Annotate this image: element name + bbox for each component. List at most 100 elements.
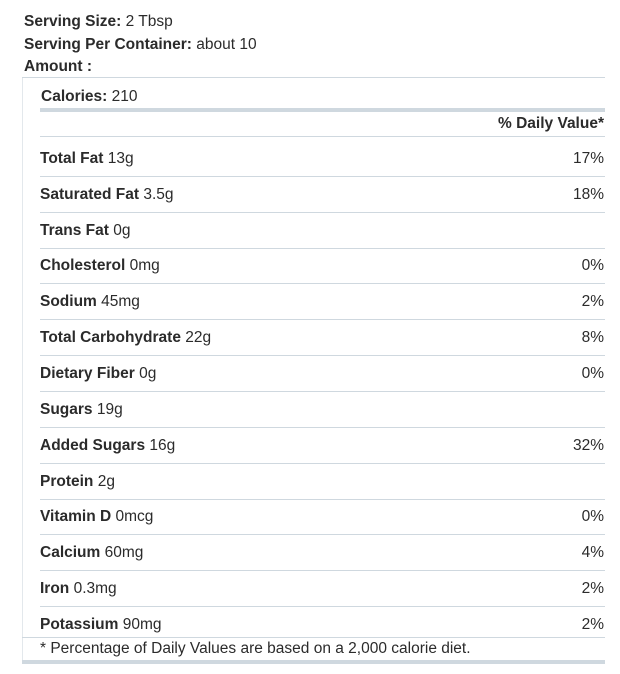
nutrient-name-line: Cholesterol 0mg <box>40 256 160 276</box>
nutrient-row: Saturated Fat 3.5g 18% <box>40 185 604 205</box>
nutrient-name: Dietary Fiber <box>40 365 135 382</box>
nutrient-name-line: Added Sugars 16g <box>40 436 175 456</box>
daily-value-header-row: % Daily Value* <box>40 114 604 134</box>
row-divider <box>40 499 605 500</box>
amount-line: Amount : <box>24 57 92 77</box>
row-divider <box>40 391 605 392</box>
nutrient-row: Cholesterol 0mg 0% <box>40 256 604 276</box>
nutrient-name: Protein <box>40 473 94 490</box>
nutrient-row: Protein 2g <box>40 472 604 492</box>
nutrient-row: Sodium 45mg 2% <box>40 292 604 312</box>
table-left-border <box>22 78 23 662</box>
row-divider <box>40 570 605 571</box>
nutrient-name: Trans Fat <box>40 222 109 239</box>
nutrient-name: Iron <box>40 580 70 597</box>
nutrient-daily-value: 18% <box>572 186 604 203</box>
nutrient-amount: 3.5g <box>143 186 174 203</box>
dv-header-divider <box>40 136 605 137</box>
nutrient-amount: 19g <box>96 401 123 418</box>
calories-value: 210 <box>111 88 138 105</box>
nutrient-row: Added Sugars 16g 32% <box>40 436 604 456</box>
footnote-divider <box>22 637 605 638</box>
nutrient-name-line: Dietary Fiber 0g <box>40 364 156 384</box>
servings-label: Serving Per Container: <box>24 36 192 53</box>
nutrient-amount: 0mcg <box>115 508 154 525</box>
header-divider <box>22 77 605 78</box>
nutrient-row: Calcium 60mg 4% <box>40 543 604 563</box>
nutrient-name-line: Sodium 45mg <box>40 292 140 312</box>
nutrient-daily-value: 8% <box>581 329 604 346</box>
amount-label: Amount : <box>24 58 93 75</box>
nutrient-name: Total Fat <box>40 150 104 167</box>
nutrient-amount: 0.3mg <box>73 580 117 597</box>
nutrient-amount: 16g <box>149 437 176 454</box>
row-divider <box>40 427 605 428</box>
nutrient-name: Potassium <box>40 616 119 633</box>
nutrient-daily-value: 2% <box>581 616 604 633</box>
nutrient-amount: 22g <box>185 329 212 346</box>
nutrient-amount: 0g <box>139 365 157 382</box>
nutrient-daily-value: 0% <box>581 257 604 274</box>
daily-value-header: % Daily Value* <box>498 115 604 132</box>
nutrient-name-line: Total Carbohydrate 22g <box>40 328 211 348</box>
nutrient-daily-value: 4% <box>581 544 604 561</box>
servings-value: about 10 <box>196 36 257 53</box>
row-divider <box>40 176 605 177</box>
nutrient-name-line: Potassium 90mg <box>40 615 161 635</box>
nutrient-amount: 13g <box>107 150 134 167</box>
nutrient-name-line: Protein 2g <box>40 472 115 492</box>
nutrient-amount: 60mg <box>104 544 144 561</box>
nutrient-name-line: Saturated Fat 3.5g <box>40 185 174 205</box>
row-divider <box>40 534 605 535</box>
nutrient-daily-value: 17% <box>572 150 604 167</box>
nutrient-name-line: Trans Fat 0g <box>40 221 130 241</box>
bottom-divider <box>22 660 605 664</box>
nutrient-name: Vitamin D <box>40 508 112 525</box>
nutrient-daily-value: 0% <box>581 508 604 525</box>
nutrient-name: Calcium <box>40 544 101 561</box>
serving-size-value: 2 Tbsp <box>125 13 173 30</box>
nutrient-name: Saturated Fat <box>40 186 140 203</box>
nutrient-name: Sodium <box>40 293 97 310</box>
nutrient-amount: 45mg <box>101 293 140 310</box>
nutrient-row: Potassium 90mg 2% <box>40 615 604 635</box>
nutrient-daily-value: 2% <box>581 580 604 597</box>
servings-per-container-line: Serving Per Container: about 10 <box>24 35 257 55</box>
row-divider <box>40 355 605 356</box>
nutrient-daily-value: 2% <box>581 293 604 310</box>
nutrient-daily-value: 32% <box>572 437 604 454</box>
nutrient-name-line: Sugars 19g <box>40 400 123 420</box>
row-divider <box>40 606 605 607</box>
nutrient-row: Dietary Fiber 0g 0% <box>40 364 604 384</box>
nutrient-amount: 2g <box>97 473 115 490</box>
nutrient-amount: 0g <box>113 222 131 239</box>
row-divider <box>40 463 605 464</box>
nutrient-amount: 0mg <box>129 257 160 274</box>
nutrient-name-line: Calcium 60mg <box>40 543 143 563</box>
row-divider <box>40 248 605 249</box>
row-divider <box>40 283 605 284</box>
calories-divider <box>40 108 605 112</box>
calories-line: Calories: 210 <box>41 87 138 107</box>
nutrient-name-line: Total Fat 13g <box>40 149 134 169</box>
nutrient-daily-value: 0% <box>581 365 604 382</box>
nutrient-name-line: Vitamin D 0mcg <box>40 507 153 527</box>
nutrient-name: Added Sugars <box>40 437 146 454</box>
nutrient-row: Trans Fat 0g <box>40 221 604 241</box>
nutrient-row: Iron 0.3mg 2% <box>40 579 604 599</box>
nutrient-row: Vitamin D 0mcg 0% <box>40 507 604 527</box>
row-divider <box>40 212 605 213</box>
serving-size-line: Serving Size: 2 Tbsp <box>24 12 173 32</box>
serving-size-label: Serving Size: <box>24 13 122 30</box>
footnote: * Percentage of Daily Values are based o… <box>40 640 471 657</box>
row-divider <box>40 319 605 320</box>
nutrient-name-line: Iron 0.3mg <box>40 579 117 599</box>
nutrient-row: Total Carbohydrate 22g 8% <box>40 328 604 348</box>
nutrient-amount: 90mg <box>122 616 162 633</box>
nutrient-row: Total Fat 13g 17% <box>40 149 604 169</box>
nutrient-name: Cholesterol <box>40 257 126 274</box>
nutrient-name: Sugars <box>40 401 93 418</box>
nutrient-row: Sugars 19g <box>40 400 604 420</box>
calories-label: Calories: <box>41 88 108 105</box>
